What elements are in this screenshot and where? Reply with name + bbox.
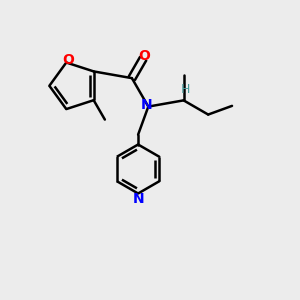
Text: O: O <box>139 50 151 63</box>
Text: N: N <box>132 192 144 206</box>
Text: O: O <box>62 52 74 67</box>
Text: N: N <box>141 98 153 112</box>
Text: H: H <box>180 82 190 95</box>
